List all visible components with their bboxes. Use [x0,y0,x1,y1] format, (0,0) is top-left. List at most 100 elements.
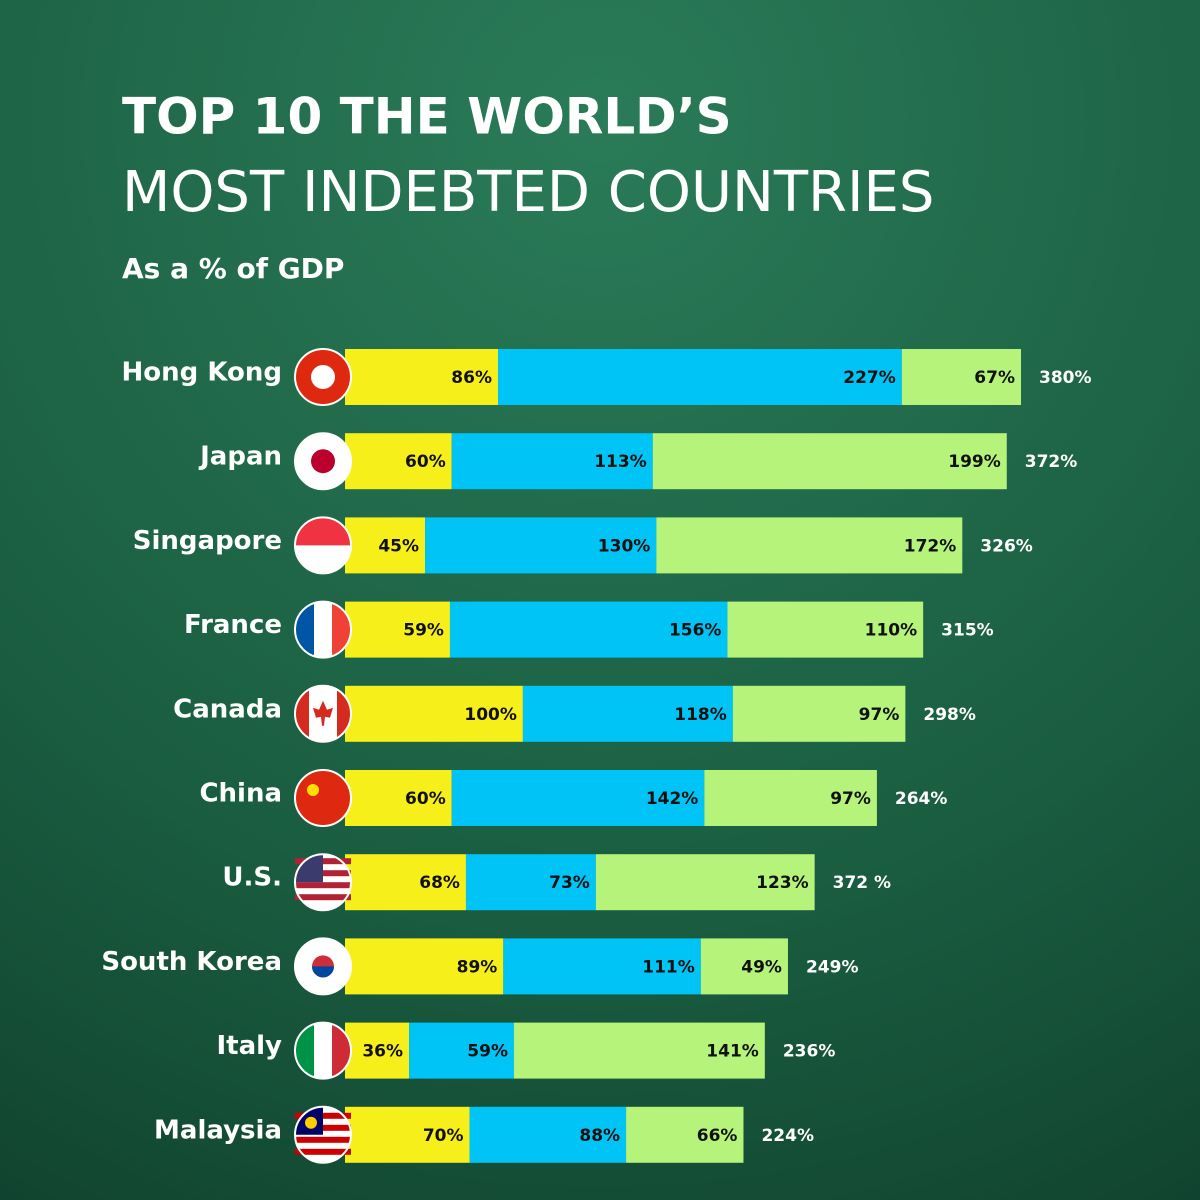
chart-title: TOP 10 THE WORLD’S [122,88,732,146]
flag-border [294,1105,352,1164]
flag [294,600,352,659]
value-label: 89% [457,957,498,977]
total-label: 326% [980,536,1033,556]
flag [295,1136,351,1143]
flag [332,603,351,657]
bar-segment [704,770,877,826]
flag [294,516,352,575]
flag [294,769,352,827]
flag [295,603,314,657]
value-label: 67% [974,368,1015,388]
flag [332,1024,351,1078]
value-label: 86% [451,368,492,388]
category-label: Japan [198,442,282,472]
total-label: 380% [1039,368,1092,388]
value-label: 110% [865,621,918,641]
category-label: China [199,779,282,809]
total-label: 236% [783,1042,836,1062]
bar-segment [626,1106,744,1163]
bar-segment [901,349,1021,405]
value-label: 172% [904,536,957,556]
bar-segment [449,601,728,658]
bar-segment [345,938,504,995]
value-label: 36% [362,1042,403,1062]
bar-segment [595,854,815,911]
value-label: 60% [405,452,446,472]
chart-subtitle: MOST INDEBTED COUNTRIES [122,160,934,225]
bar-segment [345,433,452,490]
total-label: 372% [1025,452,1078,472]
value-label: 73% [549,873,590,893]
value-label: 113% [594,452,647,472]
value-label: 88% [579,1126,620,1146]
bar-segment [465,854,596,911]
flag [295,854,323,883]
bar-segment [425,517,657,574]
flag-border [294,937,352,996]
bar-segment [345,349,498,405]
flag [294,1021,352,1080]
bar-segment [469,1106,627,1163]
value-label: 59% [467,1042,508,1062]
bar-segment [345,1022,410,1079]
bar-segment [345,854,466,911]
value-label: 97% [830,789,871,809]
category-label: Malaysia [154,1115,282,1145]
total-label: 298% [923,705,976,725]
bar-segment [700,938,788,995]
flag [295,1148,351,1155]
value-label: 123% [756,873,809,893]
flag [295,770,351,826]
flag [295,882,351,889]
flag [311,449,335,474]
value-label: 97% [859,705,900,725]
flag [294,1105,352,1164]
bar-segment [522,685,733,742]
value-label: 199% [948,452,1001,472]
total-label: 224% [761,1126,814,1146]
flag [295,689,309,738]
value-label: 227% [843,368,896,388]
bar-segment [451,433,653,490]
category-label: France [184,610,282,640]
value-label: 45% [378,536,419,556]
flag [337,689,351,738]
value-label: 100% [464,705,517,725]
value-label: 60% [405,789,446,809]
value-label: 49% [741,957,782,977]
bar-segment [652,433,1007,490]
bar-segment [732,685,906,742]
total-label: 264% [895,789,948,809]
category-label: Canada [173,694,282,724]
bar-segment [409,1022,514,1079]
bar-segment [451,770,705,826]
value-label: 118% [674,705,727,725]
bar-segment [497,349,902,405]
flag [294,432,352,491]
rows: 86% 227% 67% 380% Hong Kong 60% 113% 199% 372% Ja… [101,348,1092,1164]
flag-border [294,516,352,575]
bar-segment [345,685,523,742]
flag-border [294,1021,352,1080]
flag [307,784,319,796]
category-label: Singapore [133,526,282,556]
flag [305,1116,317,1129]
flag [294,348,352,406]
chart-note: As a % of GDP [122,252,344,285]
flag [295,894,351,901]
bar-segment [345,517,426,574]
value-label: 70% [423,1126,464,1146]
value-label: 142% [646,789,699,809]
bar-segment [345,601,450,658]
flag-border [294,600,352,659]
value-label: 156% [669,621,722,641]
bar-segment [514,1022,765,1079]
category-label: U.S. [222,863,282,893]
category-label: Hong Kong [122,358,282,388]
flag [295,1024,314,1078]
flag [313,700,333,726]
bar-segment [345,770,452,826]
category-label: Italy [216,1031,282,1061]
